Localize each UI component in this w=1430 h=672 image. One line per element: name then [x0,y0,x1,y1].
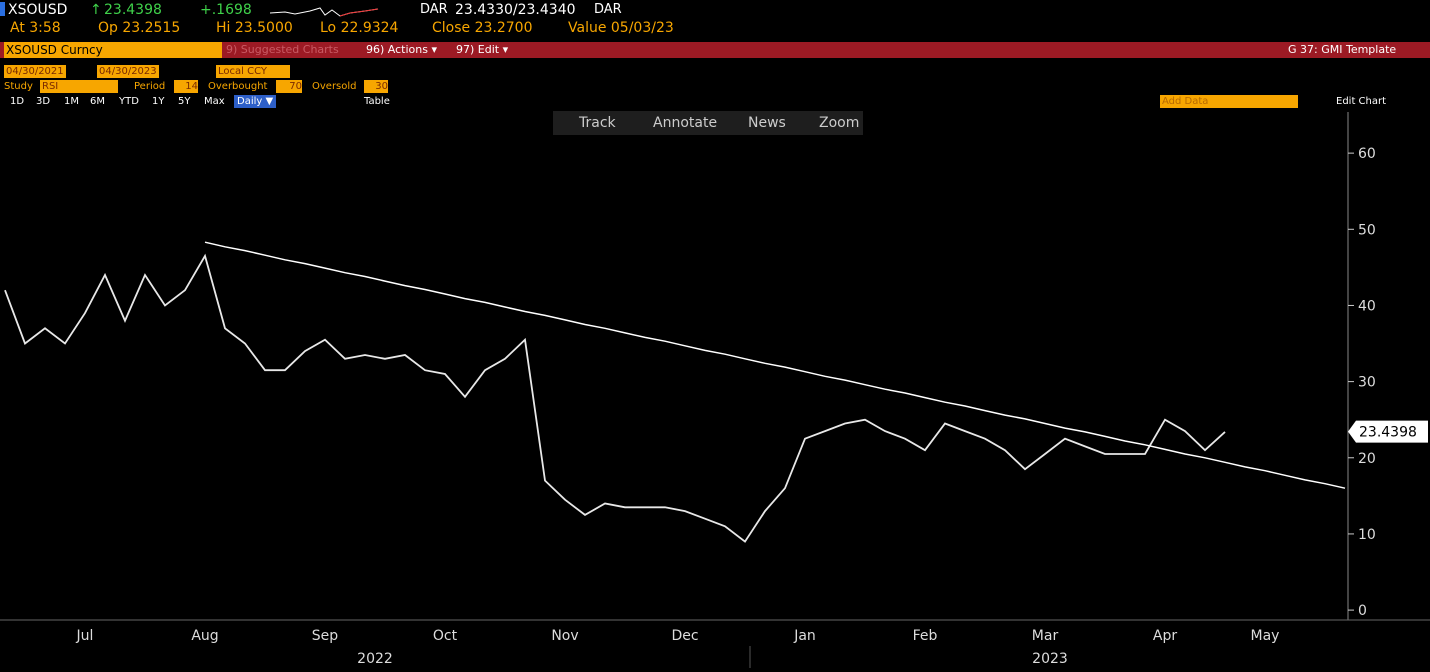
currency[interactable]: Local CCY [216,65,290,78]
study-label: Study [4,81,33,92]
chart-toolbar: Track Annotate News Zoom [553,111,863,135]
x-tick-label: Dec [671,628,698,644]
period-button[interactable]: YTD [119,96,139,107]
study[interactable]: RSI [40,80,118,93]
ticker: XSOUSD [8,2,68,18]
rsi-line [4,253,1226,543]
x-tick-label: Aug [191,628,218,644]
period-button[interactable]: 6M [90,96,105,107]
last-value-label: 23.4398 [1359,425,1417,441]
bid-ask: 23.4330/23.4340 [455,2,576,18]
last-value-tag [1348,420,1428,443]
change: +.1698 [200,2,252,18]
x-tick-label: Nov [551,628,578,644]
edit[interactable]: 97) Edit ▾ [456,43,509,56]
y-tick-label: 10 [1358,527,1376,543]
value-date: Value 05/03/23 [568,20,674,36]
x-tick-label: Jan [793,628,816,644]
y-tick-label: 0 [1358,603,1367,619]
chart-tool[interactable]: Zoom [819,115,860,131]
dar: DAR [420,2,448,17]
sparkline [270,7,379,17]
oversold-label: Oversold [312,81,357,92]
end-date[interactable]: 04/30/2023 [97,65,159,78]
period-button[interactable]: Max [204,96,225,107]
low: Lo 22.9324 [320,20,399,36]
y-tick-label: 30 [1358,375,1376,391]
overbought-label: Overbought [208,81,268,92]
period-button[interactable]: Daily ▼ [234,95,277,108]
open: Op 23.2515 [98,20,181,36]
oversold[interactable]: 30 [364,80,388,93]
x-tick-label: Apr [1153,628,1177,644]
last-price: 23.4398 [104,2,162,18]
x-tick-label: Jul [76,628,94,644]
high: Hi 23.5000 [216,20,293,36]
suggested[interactable]: 9) Suggested Charts [226,43,339,56]
x-tick-label: May [1251,628,1280,644]
x-tick-label: Mar [1032,628,1059,644]
y-tick-label: 50 [1358,222,1376,238]
trend-line [204,241,1346,489]
template: G 37: GMI Template [1288,43,1397,56]
chart-tool[interactable]: News [748,115,786,131]
period-button[interactable]: 5Y [178,96,191,107]
y-tick-label: 60 [1358,146,1376,162]
start-date[interactable]: 04/30/2021 [4,65,66,78]
close: Close 23.2700 [432,20,533,36]
actions[interactable]: 96) Actions ▾ [366,43,437,56]
add-data[interactable]: Add Data [1160,95,1298,108]
dar: DAR [594,2,622,17]
period-label: Period [134,81,166,92]
overbought[interactable]: 70 [276,80,302,93]
year-label: 2023 [1032,651,1068,667]
period-button[interactable]: 1Y [152,96,165,107]
toolbar [0,42,1430,58]
period-button[interactable]: 1M [64,96,79,107]
period-button[interactable]: 1D [10,96,25,107]
x-tick-label: Sep [312,628,339,644]
period-button[interactable]: Table [364,96,390,107]
chart-tool[interactable]: Track [579,115,616,131]
edit-chart[interactable]: Edit Chart [1336,96,1387,107]
year-label: 2022 [357,651,393,667]
x-tick-label: Oct [433,628,458,644]
y-tick-label: 20 [1358,451,1376,467]
marker [0,2,5,16]
period-button[interactable]: 3D [36,96,51,107]
security[interactable]: XSOUSD Curncy [4,42,222,58]
x-tick-label: Feb [913,628,938,644]
y-tick-label: 40 [1358,298,1376,314]
time: At 3:58 [10,20,61,36]
period[interactable]: 14 [174,80,198,93]
arrow: ↑ [90,2,102,18]
chart-tool[interactable]: Annotate [653,115,718,131]
